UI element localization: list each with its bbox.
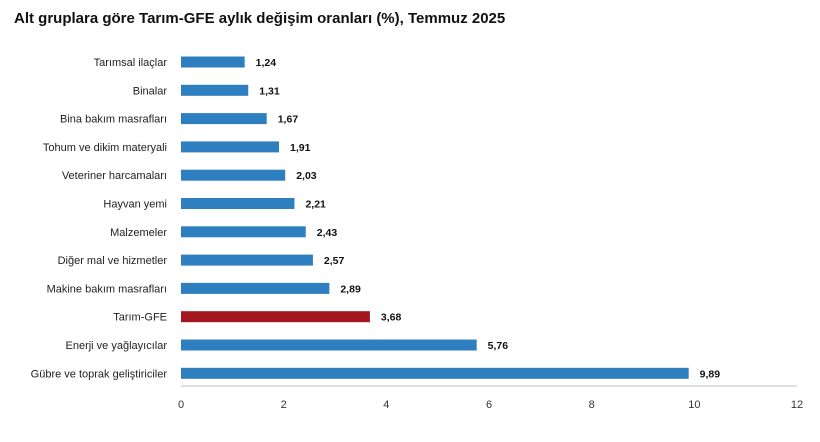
value-label-11: 9,89	[700, 368, 721, 380]
x-tick-label-3: 6	[486, 399, 492, 411]
value-label-9: 3,68	[381, 312, 402, 324]
category-label-5: Hayvan yemi	[103, 199, 167, 211]
value-label-1: 1,31	[259, 85, 280, 97]
bar-11	[181, 367, 689, 379]
category-label-0: Tarımsal ilaçlar	[94, 57, 168, 69]
bar-10	[181, 339, 477, 351]
x-tick-label-4: 8	[589, 399, 595, 411]
value-label-5: 2,21	[305, 199, 326, 211]
bar-7	[181, 254, 313, 266]
value-labels-group: 1,24 1,31 1,67 1,91 2,03 2,21 2,43 2,57 2,89 3,68…	[256, 57, 721, 380]
x-tick-label-6: 12	[791, 399, 803, 411]
category-label-1: Binalar	[133, 85, 168, 97]
bars-group	[181, 56, 689, 379]
category-labels-group: Tarımsal ilaçlar Binalar Bina bakım masraf…	[31, 57, 168, 380]
x-tick-label-2: 4	[383, 399, 389, 411]
x-tick-label-0: 0	[178, 399, 184, 411]
value-label-7: 2,57	[324, 255, 345, 267]
category-label-4: Veteriner harcamaları	[62, 170, 167, 182]
value-label-2: 1,67	[278, 114, 299, 126]
x-tick-label-1: 2	[281, 399, 287, 411]
category-label-10: Enerji ve yağlayıcılar	[66, 340, 168, 352]
bar-3	[181, 141, 280, 153]
x-axis-ticks-group: 0 2 4 6 8 10 12	[178, 399, 803, 411]
value-label-8: 2,89	[340, 283, 361, 295]
category-label-11: Gübre ve toprak geliştiriciler	[31, 368, 168, 380]
bar-6	[181, 226, 306, 238]
value-label-6: 2,43	[317, 227, 338, 239]
category-label-8: Makine bakım masrafları	[47, 283, 167, 295]
category-label-6: Malzemeler	[110, 227, 167, 239]
bar-9	[181, 311, 370, 323]
x-tick-label-5: 10	[688, 399, 700, 411]
category-label-3: Tohum ve dikim materyali	[43, 142, 167, 154]
value-label-4: 2,03	[296, 170, 317, 182]
bar-5	[181, 198, 295, 209]
bar-0	[181, 56, 245, 68]
value-label-3: 1,91	[290, 142, 311, 154]
category-label-9: Tarım-GFE	[113, 312, 167, 324]
bar-8	[181, 282, 330, 294]
value-label-0: 1,24	[256, 57, 277, 69]
bar-1	[181, 84, 249, 96]
bar-4	[181, 169, 286, 181]
value-label-10: 5,76	[488, 340, 509, 352]
category-label-7: Diğer mal ve hizmetler	[58, 255, 168, 267]
chart-title: Alt gruplara göre Tarım-GFE aylık değişi…	[14, 10, 506, 27]
category-label-2: Bina bakım masrafları	[60, 114, 167, 126]
bar-2	[181, 113, 267, 125]
